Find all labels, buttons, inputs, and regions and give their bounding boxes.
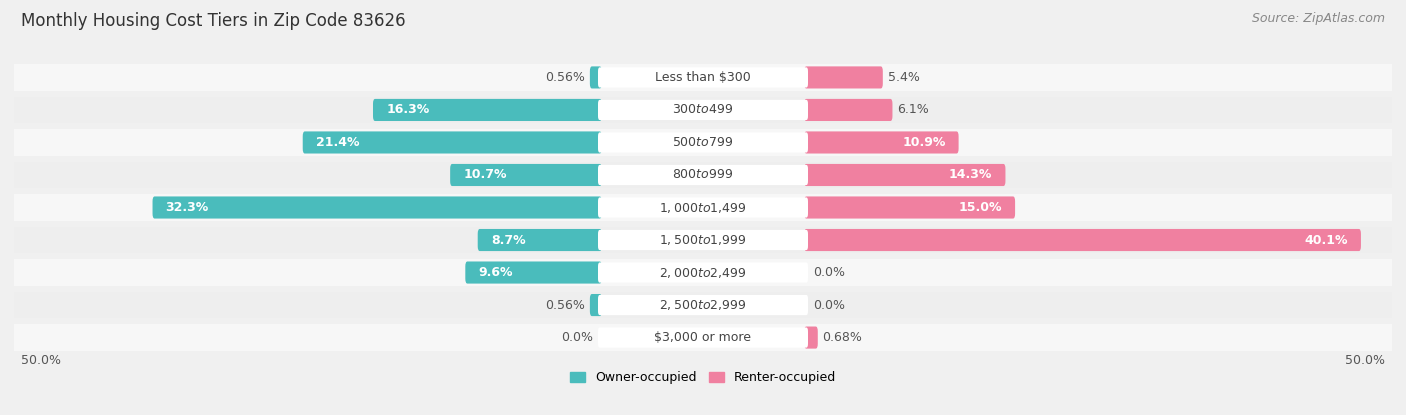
FancyBboxPatch shape — [804, 196, 1015, 219]
FancyBboxPatch shape — [598, 132, 808, 153]
FancyBboxPatch shape — [302, 132, 602, 154]
Text: Monthly Housing Cost Tiers in Zip Code 83626: Monthly Housing Cost Tiers in Zip Code 8… — [21, 12, 406, 30]
FancyBboxPatch shape — [0, 97, 1406, 123]
Text: 40.1%: 40.1% — [1305, 234, 1348, 247]
Text: 5.4%: 5.4% — [887, 71, 920, 84]
Legend: Owner-occupied, Renter-occupied: Owner-occupied, Renter-occupied — [569, 371, 837, 384]
FancyBboxPatch shape — [598, 165, 808, 185]
FancyBboxPatch shape — [804, 66, 883, 88]
Text: 6.1%: 6.1% — [897, 103, 929, 117]
Text: 50.0%: 50.0% — [1346, 354, 1385, 367]
Text: 21.4%: 21.4% — [316, 136, 360, 149]
FancyBboxPatch shape — [598, 67, 808, 88]
Text: 32.3%: 32.3% — [166, 201, 209, 214]
FancyBboxPatch shape — [598, 198, 808, 217]
Text: 50.0%: 50.0% — [21, 354, 60, 367]
FancyBboxPatch shape — [0, 194, 1406, 221]
Text: $2,500 to $2,999: $2,500 to $2,999 — [659, 298, 747, 312]
FancyBboxPatch shape — [478, 229, 602, 251]
FancyBboxPatch shape — [373, 99, 602, 121]
Text: 0.0%: 0.0% — [813, 266, 845, 279]
Text: 14.3%: 14.3% — [949, 168, 993, 181]
Text: Less than $300: Less than $300 — [655, 71, 751, 84]
FancyBboxPatch shape — [591, 294, 602, 316]
Text: $3,000 or more: $3,000 or more — [655, 331, 751, 344]
FancyBboxPatch shape — [0, 292, 1406, 318]
FancyBboxPatch shape — [0, 64, 1406, 91]
FancyBboxPatch shape — [804, 327, 818, 349]
Text: $300 to $499: $300 to $499 — [672, 103, 734, 117]
FancyBboxPatch shape — [804, 164, 1005, 186]
FancyBboxPatch shape — [591, 66, 602, 88]
FancyBboxPatch shape — [598, 230, 808, 250]
FancyBboxPatch shape — [804, 99, 893, 121]
Text: Source: ZipAtlas.com: Source: ZipAtlas.com — [1251, 12, 1385, 25]
Text: 9.6%: 9.6% — [478, 266, 513, 279]
FancyBboxPatch shape — [450, 164, 602, 186]
FancyBboxPatch shape — [0, 129, 1406, 156]
Text: $2,000 to $2,499: $2,000 to $2,499 — [659, 266, 747, 280]
FancyBboxPatch shape — [0, 227, 1406, 253]
FancyBboxPatch shape — [598, 100, 808, 120]
Text: 8.7%: 8.7% — [491, 234, 526, 247]
FancyBboxPatch shape — [804, 132, 959, 154]
Text: 0.0%: 0.0% — [813, 298, 845, 312]
Text: $800 to $999: $800 to $999 — [672, 168, 734, 181]
Text: 0.0%: 0.0% — [561, 331, 593, 344]
Text: 0.56%: 0.56% — [546, 71, 585, 84]
Text: 15.0%: 15.0% — [959, 201, 1002, 214]
Text: 0.68%: 0.68% — [823, 331, 862, 344]
Text: 0.56%: 0.56% — [546, 298, 585, 312]
Text: 10.7%: 10.7% — [463, 168, 506, 181]
FancyBboxPatch shape — [598, 327, 808, 348]
FancyBboxPatch shape — [152, 196, 602, 219]
Text: $1,000 to $1,499: $1,000 to $1,499 — [659, 200, 747, 215]
FancyBboxPatch shape — [0, 324, 1406, 351]
FancyBboxPatch shape — [465, 261, 602, 283]
FancyBboxPatch shape — [0, 162, 1406, 188]
FancyBboxPatch shape — [0, 259, 1406, 286]
Text: 16.3%: 16.3% — [387, 103, 429, 117]
Text: $500 to $799: $500 to $799 — [672, 136, 734, 149]
FancyBboxPatch shape — [804, 229, 1361, 251]
Text: $1,500 to $1,999: $1,500 to $1,999 — [659, 233, 747, 247]
Text: 10.9%: 10.9% — [903, 136, 945, 149]
FancyBboxPatch shape — [598, 295, 808, 315]
FancyBboxPatch shape — [598, 262, 808, 283]
